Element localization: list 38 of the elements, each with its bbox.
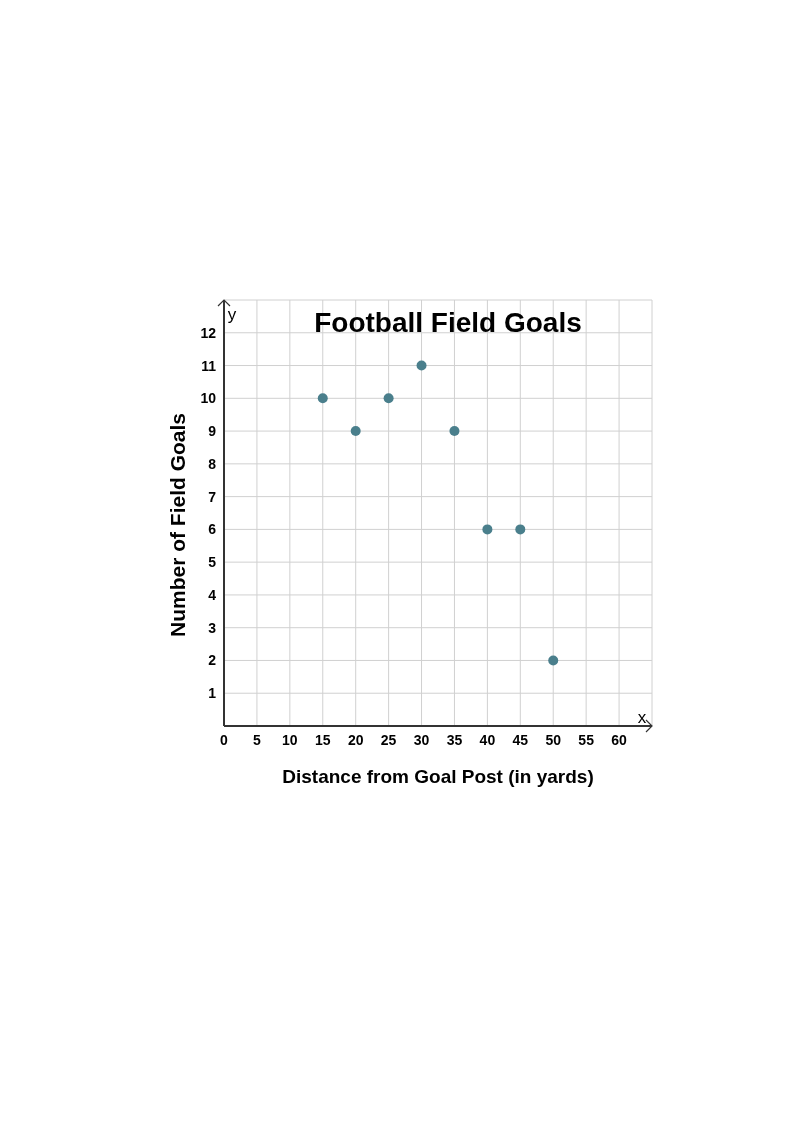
x-tick-label: 5 [253,732,262,748]
x-tick-label: 50 [545,732,562,748]
y-tick-label: 9 [208,423,217,440]
y-tick-label: 5 [208,554,217,571]
x-axis-title: Distance from Goal Post (in yards) [282,766,594,787]
point [383,393,394,404]
x-tick-label: 45 [512,732,529,748]
x-tick-label: 15 [314,732,331,748]
point [548,655,559,666]
y-tick-label: 4 [208,586,217,603]
y-tick-label: 8 [208,455,217,472]
x-tick-label: 10 [282,732,298,748]
y-axis-title: Number of Field Goals [166,412,189,638]
y-tick-label: 12 [200,324,217,341]
annotation: x [637,708,647,727]
x-tick-label: 40 [479,732,496,748]
point [350,426,361,437]
x-tick-label: 30 [413,732,430,748]
point [449,426,460,437]
point [515,524,526,535]
point [482,524,493,535]
y-tick-label: 11 [201,357,217,374]
x-tick-label: 0 [220,732,229,748]
y-tick-label: 10 [200,390,217,407]
x-tick-label: 55 [578,732,595,748]
y-tick-label: 3 [208,619,217,636]
x-tick-label: 20 [347,732,364,748]
x-tick-label: 25 [380,732,397,748]
y-tick-label: 1 [208,685,217,702]
y-tick-label: 2 [208,652,217,669]
point [416,360,427,371]
point [317,393,328,404]
y-tick-label: 6 [208,521,217,538]
x-tick-label: 60 [611,732,628,748]
annotation: y [227,305,237,324]
x-tick-label: 35 [446,732,463,748]
y-tick-label: 7 [208,488,217,505]
chart-title: Football Field Goals [314,307,582,338]
